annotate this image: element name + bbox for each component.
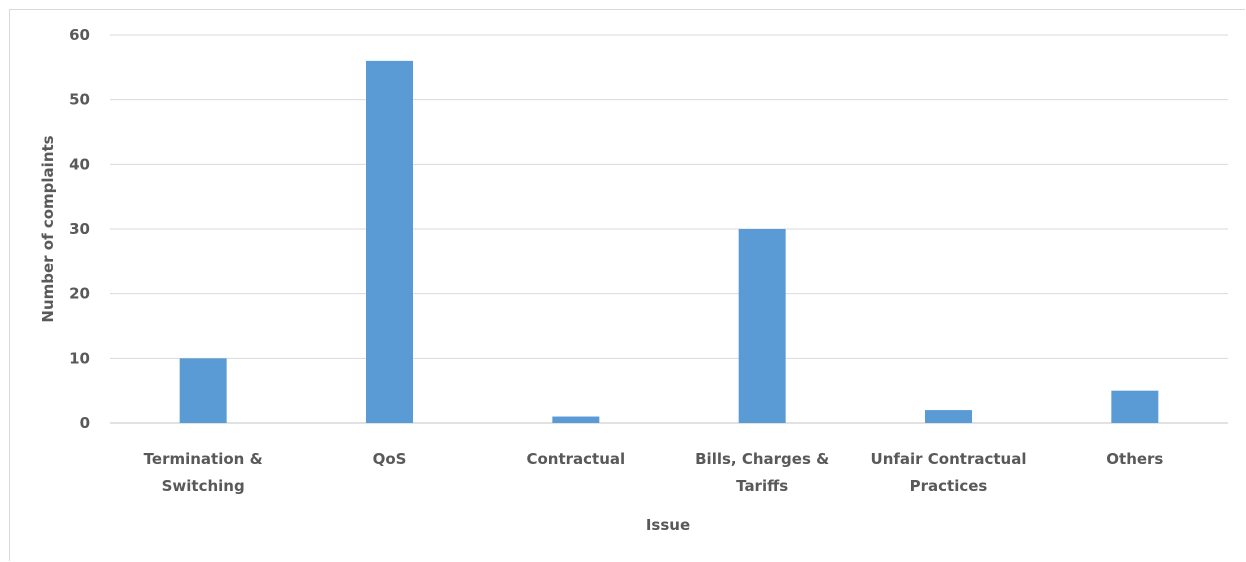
y-axis-title: Number of complaints — [39, 135, 57, 322]
y-tick-label: 50 — [69, 91, 90, 109]
bar — [179, 358, 227, 423]
y-tick-label: 10 — [69, 349, 90, 367]
chart-frame — [9, 9, 1245, 561]
gridlines — [110, 34, 1228, 424]
x-tick-label: Termination & Switching — [144, 450, 263, 495]
bar — [738, 229, 786, 423]
bar — [1111, 390, 1159, 423]
y-tick-label: 0 — [80, 414, 90, 432]
y-tick-label: 60 — [69, 26, 90, 44]
x-tick-label: Unfair Contractual Practices — [871, 450, 1027, 495]
bar — [366, 60, 413, 423]
y-tick-label: 30 — [69, 220, 90, 238]
x-tick-label: Contractual — [526, 450, 625, 468]
x-axis-title: Issue — [646, 516, 690, 534]
bar — [552, 416, 600, 423]
x-tick-labels: Termination & Switching QoS Contractual Bill… — [144, 450, 1164, 495]
x-tick-label: Others — [1106, 450, 1163, 468]
x-tick-label: QoS — [373, 450, 407, 468]
bar — [925, 410, 972, 423]
y-tick-labels: 0 10 20 30 40 50 60 — [69, 26, 90, 432]
x-tick-label: Bills, Charges & Tariffs — [695, 450, 829, 495]
y-tick-label: 20 — [69, 285, 90, 303]
bars — [179, 60, 1159, 423]
y-tick-label: 40 — [69, 155, 90, 173]
